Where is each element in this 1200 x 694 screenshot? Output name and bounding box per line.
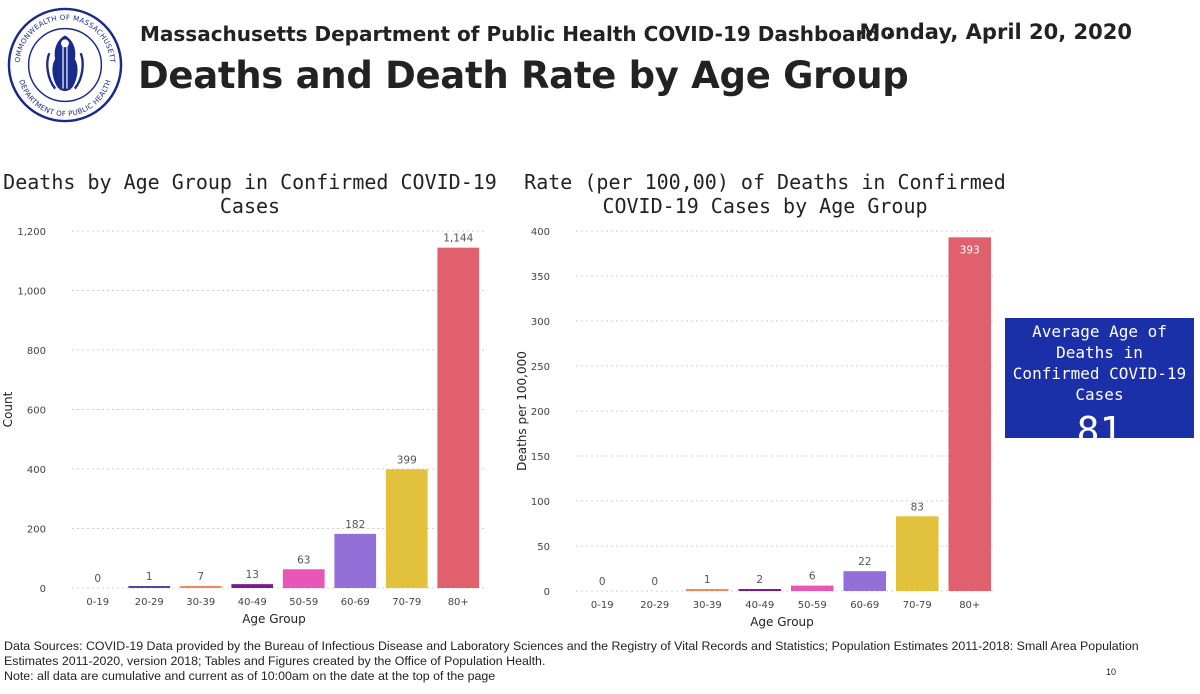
- rate-bar: [738, 589, 782, 591]
- deaths-bar: [282, 569, 325, 588]
- deaths-data-label: 63: [297, 554, 310, 566]
- deaths-data-label: 182: [345, 519, 365, 531]
- dph-seal-logo: COMMONWEALTH OF MASSACHUSETTS DEPARTMENT…: [6, 6, 123, 123]
- rate-xtick-label: 70-79: [903, 600, 932, 611]
- deaths-bar: [128, 586, 171, 588]
- dashboard-title: Massachusetts Department of Public Healt…: [140, 22, 895, 46]
- deaths-bar: [385, 469, 428, 588]
- deaths-chart-title: Deaths by Age Group in Confirmed COVID-1…: [3, 170, 497, 218]
- deaths-ytick-label: 0: [40, 584, 46, 595]
- deaths-bar: [231, 584, 274, 588]
- average-age-card: Average Age of Deaths in Confirmed COVID…: [1005, 318, 1194, 453]
- average-age-value: 81: [1076, 409, 1123, 453]
- rate-xtick-label: 50-59: [798, 600, 827, 611]
- rate-data-label: 83: [911, 501, 924, 513]
- rate-bar: [685, 589, 729, 591]
- report-date: Monday, April 20, 2020: [859, 20, 1133, 44]
- deaths-data-label: 13: [246, 569, 259, 581]
- deaths-ytick-label: 600: [27, 406, 46, 417]
- rate-ytick-label: 0: [544, 587, 550, 598]
- deaths-xtick-label: 80+: [448, 597, 469, 608]
- deaths-ytick-label: 800: [27, 346, 46, 357]
- deaths-data-label: 1: [146, 571, 153, 583]
- deaths-data-label: 0: [94, 573, 101, 585]
- average-age-label: Average Age of Deaths in Confirmed COVID…: [1012, 322, 1187, 404]
- deaths-ytick-label: 200: [27, 525, 46, 536]
- rate-bar: [790, 585, 834, 591]
- deaths-ytick-label: 400: [27, 465, 46, 476]
- rate-xtick-label: 40-49: [745, 600, 774, 611]
- deaths-bar: [334, 533, 377, 588]
- deaths-data-label: 7: [197, 571, 204, 583]
- deaths-xtick-label: 30-39: [186, 597, 215, 608]
- deaths-xtick-label: 0-19: [86, 597, 109, 608]
- rate-ytick-label: 350: [531, 272, 550, 283]
- rate-data-label: 0: [599, 576, 606, 588]
- page-number: 10: [1105, 667, 1116, 677]
- rate-data-label: 393: [960, 244, 980, 256]
- footer-note-text: Note: all data are cumulative and curren…: [4, 669, 496, 683]
- deaths-xtick-label: 70-79: [392, 597, 421, 608]
- page-subtitle: Deaths and Death Rate by Age Group: [138, 54, 909, 97]
- deaths-data-label: 399: [397, 454, 417, 466]
- rate-ytick-label: 400: [531, 227, 550, 238]
- rate-xtick-label: 20-29: [640, 600, 669, 611]
- deaths-y-axis-title: Count: [1, 391, 15, 427]
- deaths-xtick-label: 20-29: [135, 597, 164, 608]
- rate-ytick-label: 50: [537, 542, 550, 553]
- deaths-x-axis-title: Age Group: [242, 612, 306, 626]
- rate-ytick-label: 100: [531, 497, 550, 508]
- deaths-bar: [437, 247, 480, 588]
- footer-notes: Data Sources: COVID-19 Data provided by …: [4, 639, 1184, 684]
- rate-chart-title: Rate (per 100,00) of Deaths in Confirmed…: [524, 170, 1006, 218]
- deaths-xtick-label: 40-49: [238, 597, 267, 608]
- rate-ytick-label: 250: [531, 362, 550, 373]
- rate-data-label: 22: [858, 556, 871, 568]
- rate-xtick-label: 80+: [959, 600, 980, 611]
- rate-xtick-label: 30-39: [693, 600, 722, 611]
- rate-data-label: 6: [809, 571, 816, 583]
- rate-ytick-label: 300: [531, 317, 550, 328]
- rate-x-axis-title: Age Group: [750, 615, 814, 629]
- rate-data-label: 0: [651, 576, 658, 588]
- rate-xtick-label: 0-19: [591, 600, 614, 611]
- rate-bar: [948, 237, 992, 592]
- deaths-xtick-label: 50-59: [289, 597, 318, 608]
- deaths-data-label: 1,144: [443, 233, 473, 245]
- rate-xtick-label: 60-69: [850, 600, 879, 611]
- rate-ytick-label: 150: [531, 452, 550, 463]
- deaths-bar: [179, 585, 222, 588]
- rate-ytick-label: 200: [531, 407, 550, 418]
- rate-y-axis-title: Deaths per 100,000: [515, 351, 529, 471]
- rate-data-label: 1: [704, 574, 711, 586]
- rate-bar: [843, 571, 887, 591]
- rate-data-label: 2: [756, 574, 763, 586]
- data-sources-text: Data Sources: COVID-19 Data provided by …: [4, 639, 1139, 668]
- rate-bar: [895, 516, 939, 591]
- deaths-ytick-label: 1,000: [17, 287, 46, 298]
- deaths-xtick-label: 60-69: [341, 597, 370, 608]
- deaths-ytick-label: 1,200: [17, 227, 46, 238]
